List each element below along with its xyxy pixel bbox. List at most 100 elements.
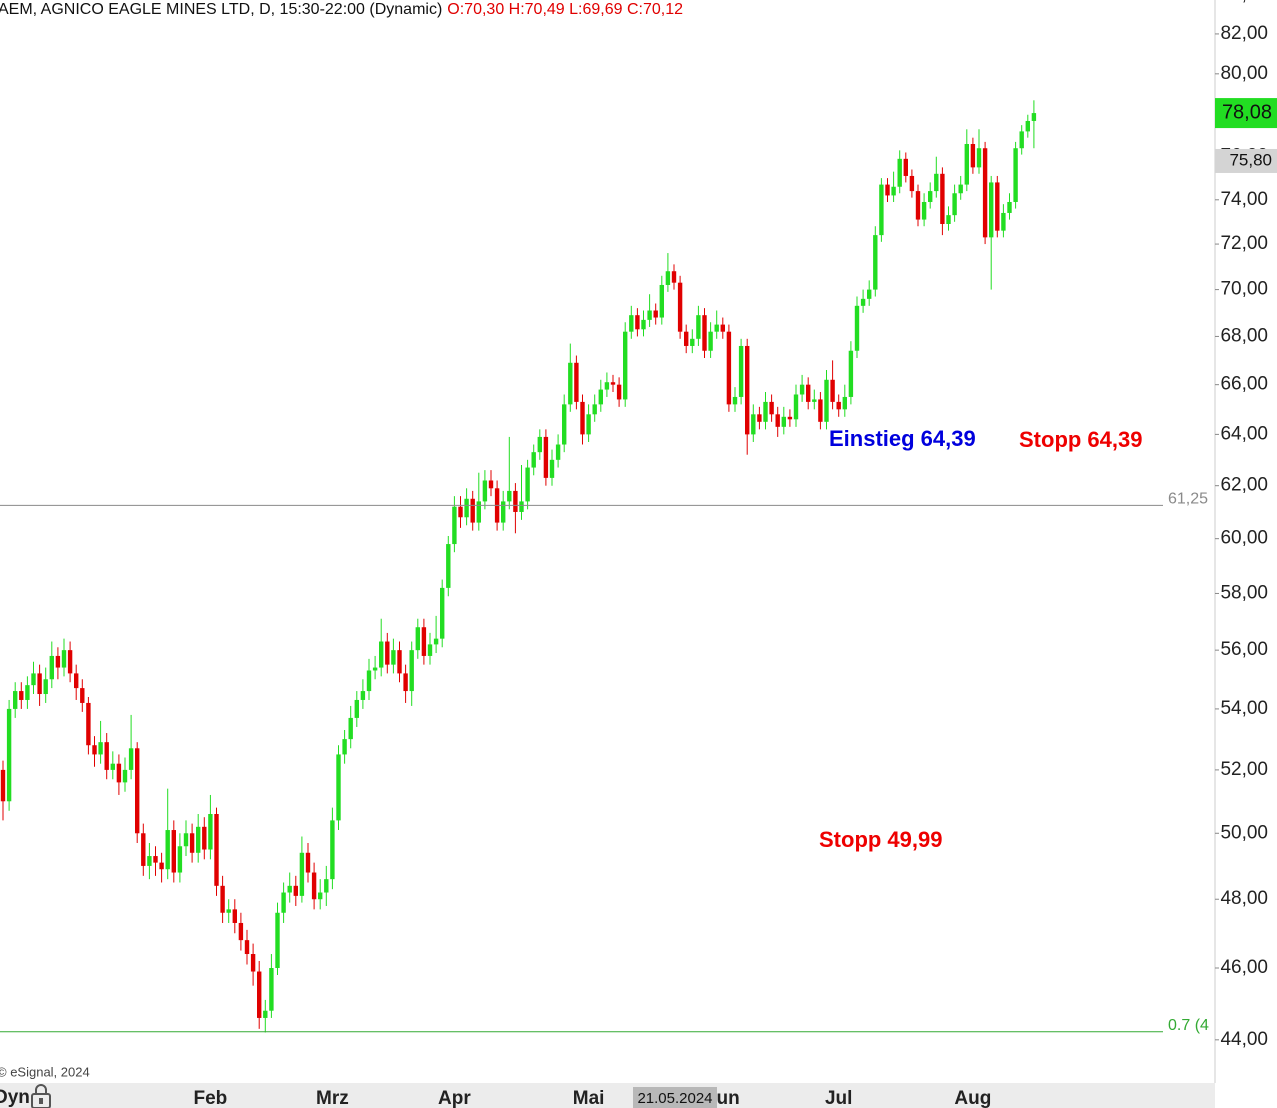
y-tick-label: 70,00: [1220, 279, 1268, 300]
candle-body: [171, 830, 176, 873]
candle-body: [269, 968, 274, 1011]
candle-body: [25, 685, 30, 700]
candle-body: [104, 742, 109, 770]
candle-body: [836, 401, 841, 410]
candle-body: [403, 673, 408, 692]
x-tick-label: Mrz: [316, 1088, 349, 1108]
candle-body: [470, 498, 475, 523]
candle-body: [921, 201, 927, 220]
candle-body: [391, 650, 396, 665]
candle-body: [604, 382, 610, 390]
candle-body: [531, 452, 536, 468]
candle-body: [1025, 120, 1030, 132]
candle-body: [799, 384, 805, 395]
chart-title: AEM, AGNICO EAGLE MINES LTD, D, 15:30-22…: [0, 1, 683, 18]
candle-body: [476, 501, 481, 523]
candle-body: [287, 885, 292, 893]
title-text: AEM, AGNICO EAGLE MINES LTD, D, 15:30-22…: [0, 1, 442, 18]
candle-body: [189, 833, 195, 853]
candle-body: [623, 331, 628, 400]
candle-body: [641, 319, 646, 330]
candle-body: [360, 691, 366, 700]
candle-body: [714, 324, 719, 332]
candle-body: [427, 644, 433, 656]
candle-body: [128, 748, 134, 770]
candle-body: [67, 650, 73, 674]
candle-body: [80, 688, 85, 703]
candle-body: [324, 879, 329, 893]
y-tick-label: 64,00: [1220, 423, 1268, 444]
candle-body: [92, 745, 97, 755]
candle-body: [806, 384, 811, 402]
horizontal-line-label: 61,25: [1168, 491, 1208, 508]
candle-body: [891, 186, 896, 196]
candle-body: [958, 184, 963, 194]
x-tick-label: Apr: [438, 1088, 471, 1108]
y-tick-label: 54,00: [1220, 698, 1268, 719]
candle-body: [586, 414, 591, 435]
candle-body: [537, 436, 542, 453]
candle-body: [165, 830, 170, 870]
candle-body: [196, 826, 201, 853]
candle-body: [6, 708, 12, 802]
candle-body: [769, 401, 774, 415]
candle-body: [854, 305, 860, 351]
candle-body: [659, 284, 664, 318]
candle-body: [720, 324, 725, 332]
candle-body: [635, 315, 640, 330]
candle-body: [202, 826, 207, 850]
candle-body: [238, 922, 244, 941]
candle-body: [934, 173, 939, 192]
candle-body: [555, 444, 561, 460]
candle-body: [751, 414, 756, 435]
candle-body: [43, 679, 48, 695]
y-tick-label: 60,00: [1220, 528, 1268, 549]
candle-body: [208, 813, 213, 850]
candle-body: [879, 184, 884, 236]
candle-body: [49, 655, 54, 680]
y-tick-label: 74,00: [1220, 189, 1268, 210]
candle-body: [970, 144, 976, 168]
candle-body: [562, 404, 567, 445]
candle-body: [610, 382, 616, 385]
candle-body: [226, 909, 231, 913]
candle-body: [159, 862, 164, 870]
candle-body: [501, 501, 506, 523]
y-tick-label: 56,00: [1220, 639, 1268, 660]
candle-body: [98, 742, 103, 755]
y-tick-label: 82,00: [1220, 23, 1268, 44]
candle-body: [842, 396, 847, 410]
candle-body: [257, 971, 262, 1018]
candle-body: [867, 289, 872, 299]
x-tick-label: Feb: [194, 1088, 228, 1108]
candle-body: [781, 416, 786, 427]
candle-body: [421, 627, 427, 656]
candle-body: [488, 480, 494, 489]
x-tick-label: Aug: [954, 1088, 991, 1108]
y-tick-label: 72,00: [1220, 233, 1268, 254]
copyright: © eSignal, 2024: [0, 1064, 90, 1079]
candle-body: [616, 384, 622, 400]
candle-body: [848, 350, 854, 397]
candle-body: [31, 673, 36, 686]
candle-body: [1013, 148, 1018, 202]
mode-label: Dyn: [0, 1087, 30, 1108]
y-tick-label: 46,00: [1220, 957, 1268, 978]
candle-body: [379, 641, 384, 668]
candle-body: [263, 1010, 268, 1018]
candle-body: [440, 587, 445, 639]
candle-body: [177, 846, 183, 873]
candle-body: [592, 404, 597, 415]
price-label: 78,08: [1222, 101, 1272, 123]
candle-body: [372, 667, 378, 671]
candle-body: [677, 282, 683, 332]
candle-body: [342, 739, 347, 755]
candle-body: [37, 673, 42, 695]
candle-body: [19, 691, 24, 700]
candle-body: [903, 158, 908, 176]
candle-body: [86, 702, 91, 746]
candle-body: [763, 401, 768, 422]
y-tick-label: 58,00: [1220, 582, 1268, 603]
candle-body: [110, 763, 115, 770]
candle-body: [244, 940, 250, 955]
